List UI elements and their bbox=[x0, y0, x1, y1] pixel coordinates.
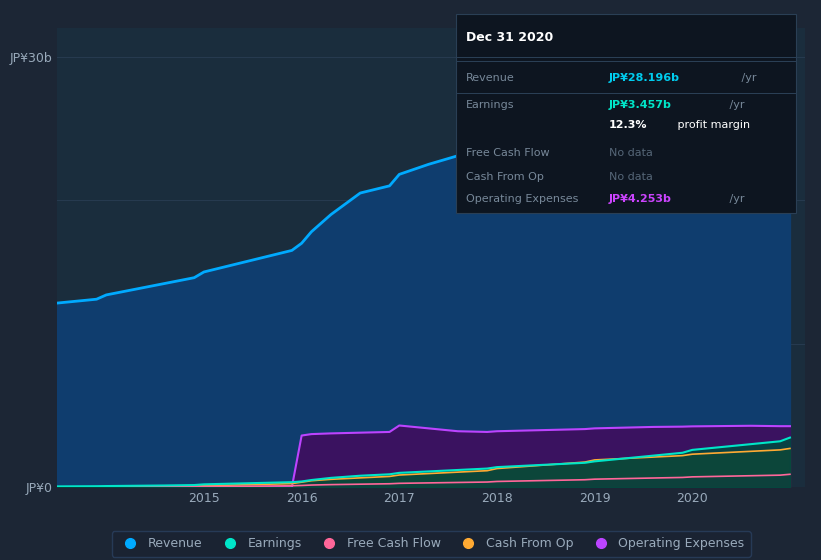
Text: /yr: /yr bbox=[726, 100, 744, 110]
Text: Free Cash Flow: Free Cash Flow bbox=[466, 148, 549, 158]
Text: No data: No data bbox=[609, 148, 653, 158]
Text: /yr: /yr bbox=[738, 73, 757, 83]
Text: 12.3%: 12.3% bbox=[609, 120, 648, 130]
Text: Operating Expenses: Operating Expenses bbox=[466, 194, 578, 204]
Text: Dec 31 2020: Dec 31 2020 bbox=[466, 31, 553, 44]
Text: JP¥3.457b: JP¥3.457b bbox=[609, 100, 672, 110]
Text: JP¥28.196b: JP¥28.196b bbox=[609, 73, 680, 83]
Text: /yr: /yr bbox=[726, 194, 744, 204]
Text: Cash From Op: Cash From Op bbox=[466, 172, 544, 182]
Legend: Revenue, Earnings, Free Cash Flow, Cash From Op, Operating Expenses: Revenue, Earnings, Free Cash Flow, Cash … bbox=[112, 531, 750, 557]
Text: No data: No data bbox=[609, 172, 653, 182]
Text: Revenue: Revenue bbox=[466, 73, 515, 83]
Text: profit margin: profit margin bbox=[674, 120, 750, 130]
Text: Earnings: Earnings bbox=[466, 100, 515, 110]
Text: JP¥4.253b: JP¥4.253b bbox=[609, 194, 672, 204]
